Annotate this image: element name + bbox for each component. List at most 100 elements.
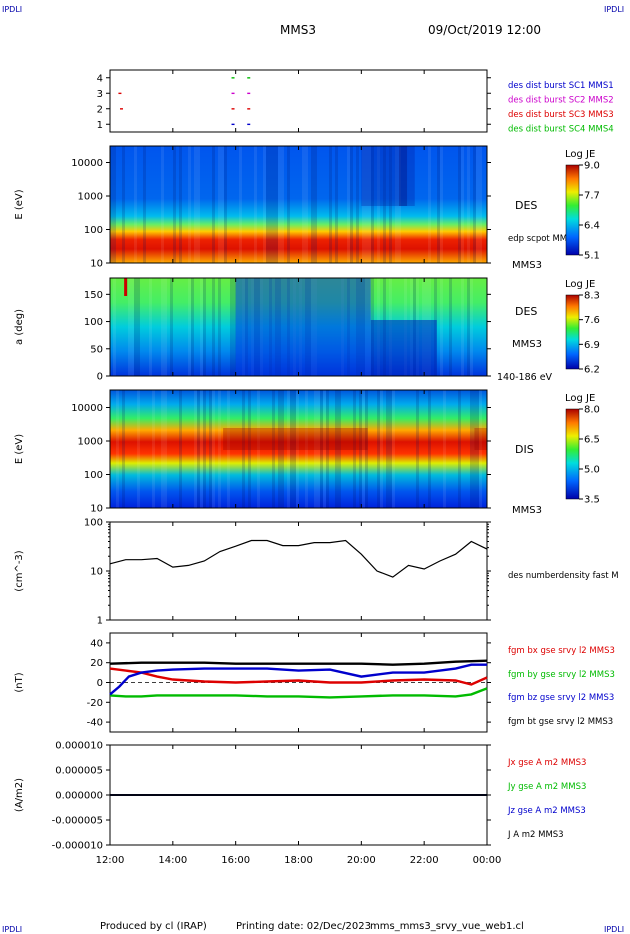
colorbar-tick-label: 5.1 [584,251,600,262]
spectrogram-texture [440,146,443,263]
spectrogram-texture [254,146,257,263]
spectrogram-texture [470,278,473,376]
spectrogram-texture [212,390,215,508]
burst-mark [118,92,122,95]
spectrogram-texture [449,278,452,376]
spectrogram-spacecraft-label: MMS3 [512,505,542,516]
colorbar-title-1: Log JE [565,149,595,160]
spectrogram-y-tick-label: 10000 [71,158,103,169]
spectrogram-texture [209,390,212,508]
spectrogram-texture [326,390,329,508]
colorbar-tick-label: 6.5 [584,435,600,446]
spectrogram-texture [365,390,368,508]
spectrogram-texture [377,390,380,508]
series-line [109,539,488,578]
corner-label-top-right: IPDLI [604,5,624,14]
des-pa-blue-region [370,320,437,376]
spectrogram-texture [113,278,116,376]
spectrogram-texture [194,146,197,263]
line-y-tick-label: 10 [90,567,103,578]
des-pa-blue-region [235,278,371,376]
spectrogram-texture [323,390,326,508]
spectrogram-texture [398,146,401,263]
spectrogram-y-tick-label: 100 [84,225,103,236]
spectrogram-texture [197,146,200,263]
spectrogram-spacecraft-label: MMS3 [512,339,542,350]
spectrogram-texture [380,390,383,508]
series-legend-entry: fgm bz gse srvy l2 MMS3 [508,693,614,703]
colorbar-title-2: Log JE [565,279,595,290]
spectrogram-texture [116,390,119,508]
spectrogram-texture [320,390,323,508]
line-y-tick-label: -20 [87,698,103,709]
spectrogram-y-tick-label: 1000 [78,437,103,448]
spectrogram-texture [356,146,359,263]
spectrogram-spacecraft-label: MMS3 [512,260,542,271]
spectrogram-texture [191,278,194,376]
series-legend-entry: fgm bt gse srvy l2 MMS3 [508,717,613,727]
spectrogram-annotation: edp scpot MMS3 [508,234,578,244]
spectrogram-texture [179,390,182,508]
series-legend-entry: Jx gse A m2 MMS3 [507,758,586,768]
spectrogram-texture [281,390,284,508]
spectrogram-texture [383,146,386,263]
burst-mark [247,123,251,126]
spectrogram-texture [233,278,236,376]
burst-y-tick-label: 4 [97,73,103,84]
spectrogram-texture [272,146,275,263]
spectrogram-texture [170,278,173,376]
line-y-tick-label: 0.000010 [55,741,103,752]
series-legend-entry: Jy gse A m2 MMS3 [507,782,586,792]
corner-label-bottom-left: IPDLI [2,925,22,934]
colorbar-tick-label: 6.4 [584,221,600,232]
spectrogram-texture [467,278,470,376]
spectrogram-y-tick-label: 10 [90,504,103,515]
spectrogram-texture [359,390,362,508]
spectrogram-texture [443,390,446,508]
spectrogram-texture [212,146,215,263]
spectrogram-texture [479,146,482,263]
burst-mark [247,92,251,95]
colorbar-tick-label: 9.0 [584,161,600,172]
spectrogram-texture [311,146,314,263]
spectrogram-1 [110,146,487,263]
spectrogram-texture [134,278,137,376]
spectrogram-texture [416,390,419,508]
spectrogram-texture [113,146,116,263]
burst-y-tick-label: 1 [97,120,103,131]
burst-mark [247,108,251,110]
line-y-tick-label: 0.000005 [55,766,103,777]
colorbar-title-3: Log JE [565,393,595,404]
colorbar-tick-label: 5.0 [584,465,600,476]
line-y-tick-label: 100 [84,518,103,529]
burst-mark [247,77,251,79]
spectrogram-y-tick-label: 0 [97,372,103,383]
spectrogram-texture [347,146,350,263]
spectrogram-texture [164,278,167,376]
burst-y-tick-label: 2 [97,104,103,115]
spectrogram-texture [248,390,251,508]
spectrogram-texture [428,390,431,508]
series-legend-entry: Jz gse A m2 MMS3 [507,806,586,816]
footer-filename: mms_mms3_srvy_vue_web1.cl [370,921,524,932]
spectrogram-texture [128,278,131,376]
burst-mark [119,108,123,110]
spectrogram-texture [461,278,464,376]
spectrogram-texture [218,390,221,508]
spectrogram-y-tick-label: 100 [84,317,103,328]
line-y-tick-label: 40 [90,638,103,649]
line-y-tick-label: -40 [87,718,103,729]
series-line [109,667,488,686]
corner-label-bottom-right: IPDLI [604,925,624,934]
spectrogram-ylabel-1: E (eV) [14,189,25,219]
spectrogram-texture [350,146,353,263]
spectrogram-y-tick-label: 1000 [78,192,103,203]
spectrogram-texture [314,146,317,263]
spectrogram-3 [110,390,487,508]
spectrogram-texture [239,146,242,263]
spectrogram-texture [149,278,152,376]
spectrogram-texture [122,146,125,263]
spectrogram-texture [227,390,230,508]
footer-printing-date: Printing date: 02/Dec/2023 [236,921,371,932]
